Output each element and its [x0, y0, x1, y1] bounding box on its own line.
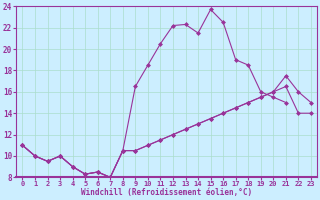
X-axis label: Windchill (Refroidissement éolien,°C): Windchill (Refroidissement éolien,°C) — [81, 188, 252, 197]
